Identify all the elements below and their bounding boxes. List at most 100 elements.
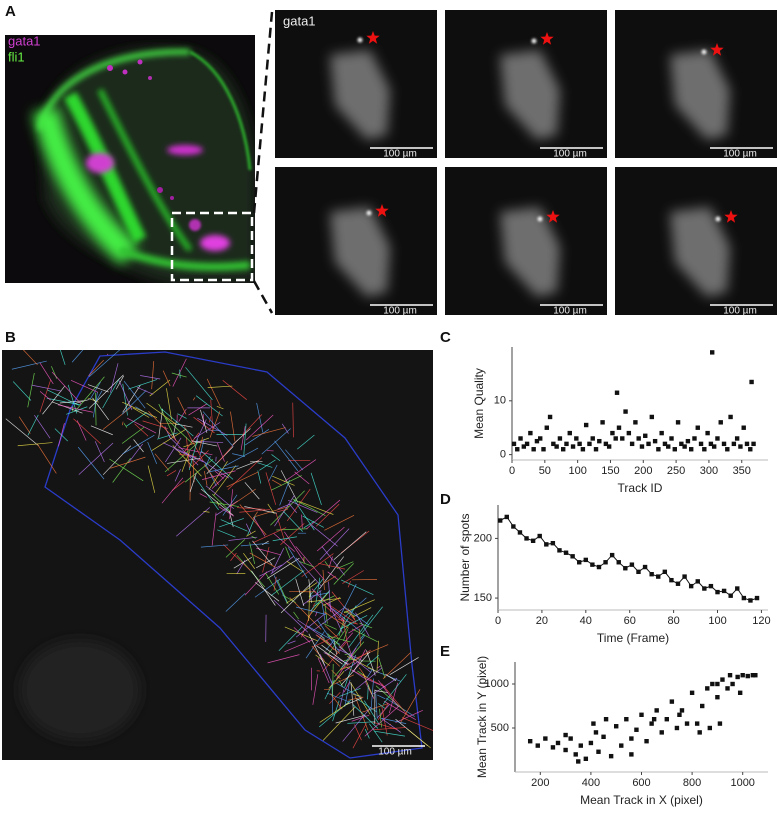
point (698, 441, 704, 447)
track (273, 599, 309, 633)
track (132, 407, 150, 418)
track (183, 432, 200, 454)
track (284, 531, 306, 564)
track (283, 510, 303, 532)
track (209, 501, 240, 507)
track (346, 642, 355, 664)
track (161, 477, 184, 504)
track (133, 439, 144, 453)
point (497, 518, 503, 523)
point (576, 759, 581, 764)
x-tick-label: 40 (580, 615, 592, 627)
point (669, 436, 674, 441)
track (183, 426, 204, 462)
point (649, 414, 655, 420)
track (147, 465, 156, 493)
scale-bar-label: 100 µm (378, 747, 412, 758)
track (372, 677, 398, 695)
point (619, 743, 624, 748)
track (271, 475, 302, 491)
point (550, 540, 556, 546)
marker-star (710, 43, 724, 56)
track (256, 547, 281, 556)
track (123, 423, 128, 428)
track (319, 654, 334, 687)
track (295, 546, 325, 581)
track (286, 488, 311, 522)
chart: 150 200 0 20 40 60 80 100 120 Time (Frame) Number … (458, 505, 771, 645)
point (610, 430, 615, 436)
track (122, 401, 158, 419)
track (142, 420, 168, 429)
track (354, 724, 362, 741)
track (361, 606, 383, 635)
track (273, 575, 288, 604)
track (382, 674, 407, 705)
track (165, 417, 193, 444)
scale-bar-label: 100 µm (723, 306, 757, 317)
point (629, 736, 634, 741)
point (544, 542, 549, 547)
track (382, 652, 411, 680)
track (348, 696, 364, 701)
track (352, 607, 372, 618)
track (123, 380, 146, 409)
track (358, 667, 367, 678)
point (616, 560, 621, 565)
point (685, 438, 691, 444)
track (328, 581, 332, 612)
track (122, 434, 155, 455)
point (700, 703, 705, 709)
point (633, 420, 638, 425)
point (675, 581, 681, 586)
track (378, 680, 399, 707)
track (122, 421, 124, 426)
point (537, 533, 542, 539)
track (347, 721, 376, 724)
track (383, 700, 416, 720)
track (319, 528, 350, 560)
point (669, 577, 674, 583)
track (375, 690, 388, 693)
track (127, 443, 143, 464)
track (166, 388, 172, 420)
track (166, 470, 177, 477)
track (243, 552, 256, 570)
track (46, 389, 79, 406)
point (705, 686, 710, 691)
x-axis-title: Time (Frame) (597, 631, 669, 645)
track (51, 371, 82, 405)
point (538, 436, 543, 441)
track (204, 461, 217, 487)
track (244, 482, 260, 500)
track (87, 384, 109, 393)
point (541, 447, 546, 452)
cell-blob (500, 207, 560, 297)
x-tick-label: 250 (667, 465, 685, 477)
track (229, 489, 234, 520)
track (225, 539, 246, 558)
track (299, 561, 315, 568)
track (295, 557, 322, 587)
track (252, 527, 287, 544)
track (309, 590, 331, 612)
tracking-image (2, 350, 433, 760)
track (284, 639, 315, 653)
point (587, 441, 592, 447)
point (518, 436, 523, 441)
point (531, 447, 536, 452)
track (102, 406, 132, 430)
point (567, 430, 572, 436)
point (636, 569, 641, 575)
track (301, 514, 303, 529)
track (200, 544, 229, 548)
y-tick-label: 0 (500, 449, 506, 461)
track (237, 507, 266, 510)
point (688, 583, 694, 589)
x-tick-label: 60 (624, 615, 636, 627)
y-axis-title: Mean Quality (472, 368, 486, 439)
track (177, 397, 187, 415)
track (297, 619, 325, 639)
track (220, 519, 248, 532)
point (735, 674, 740, 680)
